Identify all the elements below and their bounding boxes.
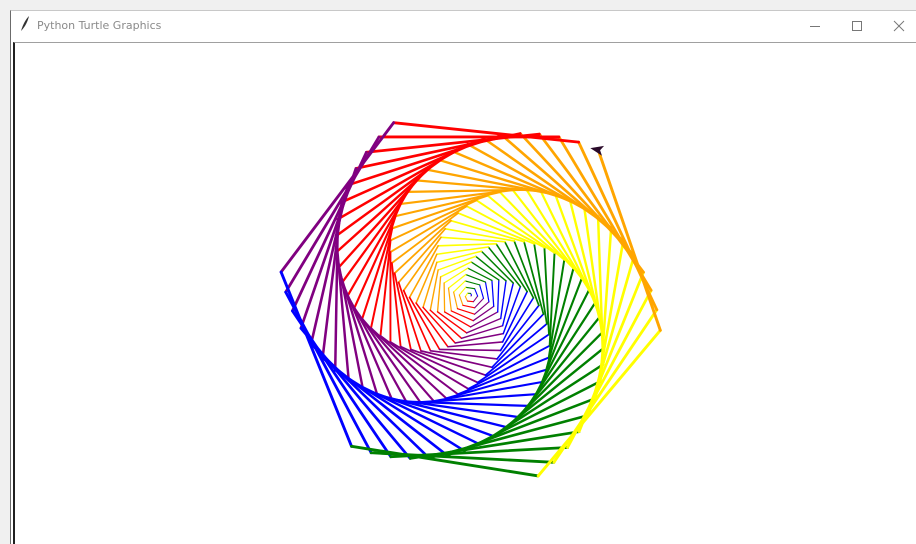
spiral-segment	[475, 302, 489, 314]
maximize-button[interactable]	[853, 22, 862, 31]
spiral-segment	[485, 282, 488, 302]
turtle-cursor	[590, 146, 604, 156]
spiral-segment	[466, 287, 475, 288]
app-icon	[15, 11, 35, 42]
window-controls	[796, 11, 916, 42]
spiral-segment	[465, 281, 479, 285]
spiral-segment	[392, 263, 401, 347]
desktop: Python Turtle Graphics (() => { const da…	[0, 0, 916, 544]
spiral-segment	[492, 280, 494, 306]
spiral-segment	[444, 283, 445, 312]
spiral-segment	[438, 277, 441, 312]
spiral-segment	[440, 349, 501, 350]
spiral-segment	[463, 305, 475, 307]
spiral-segment	[475, 289, 478, 296]
spiral-segment	[437, 247, 488, 254]
spiral-segment	[473, 296, 477, 302]
spiral-segment	[391, 200, 477, 240]
spiral-segment	[459, 287, 465, 295]
spiral-segment	[475, 298, 484, 308]
spiral-segment	[454, 292, 458, 309]
spiral-segment	[467, 301, 473, 302]
spiral-segment	[430, 310, 461, 338]
window-title: Python Turtle Graphics	[37, 19, 161, 32]
spiral-segment	[598, 150, 660, 331]
spiral-segment	[465, 297, 467, 302]
spiral-segment	[420, 394, 536, 402]
spiral-segment	[396, 192, 500, 216]
spiral-segment	[392, 195, 487, 228]
spiral-segment	[498, 280, 499, 312]
spiral-segment	[395, 221, 451, 274]
spiral-segment	[410, 297, 440, 349]
turtle-canvas	[13, 42, 916, 544]
spiral-segment	[496, 244, 527, 292]
feather-icon	[21, 16, 29, 31]
spiral-drawing	[15, 43, 915, 543]
spiral-segment	[465, 293, 467, 296]
spiral-segment	[488, 247, 520, 287]
spiral-segment	[438, 244, 496, 246]
spiral-segment	[459, 295, 463, 305]
spiral-segment	[449, 275, 466, 289]
turtle-window: Python Turtle Graphics	[10, 10, 916, 544]
spiral-segment	[480, 285, 484, 298]
spiral-segment	[524, 242, 543, 314]
spiral-segment	[457, 309, 474, 315]
close-button[interactable]	[894, 21, 904, 31]
spiral-segment	[449, 288, 452, 311]
spiral-segment	[416, 303, 448, 347]
spiral-segment	[486, 324, 547, 375]
spiral-segment	[468, 268, 492, 280]
spiral-segment	[430, 270, 438, 310]
title-bar: Python Turtle Graphics	[11, 11, 916, 42]
spiral-segment	[371, 228, 392, 328]
